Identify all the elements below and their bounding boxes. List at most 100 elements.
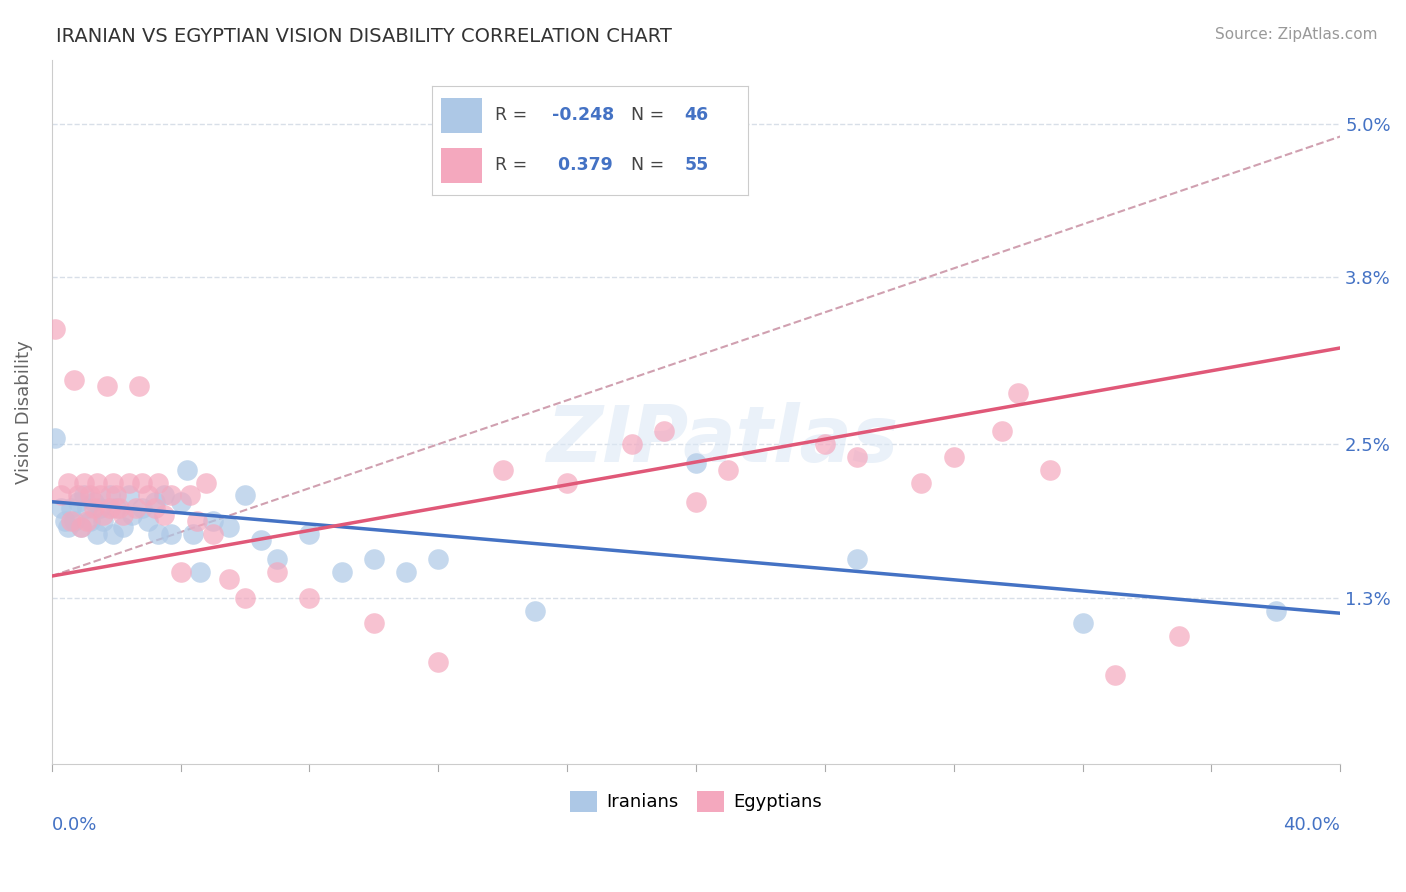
Point (153, 488, 176, 502)
Point (814, 437, 837, 451)
Point (363, 616, 385, 631)
Text: Source: ZipAtlas.com: Source: ZipAtlas.com (1215, 27, 1378, 42)
Point (1007, 385, 1029, 400)
Point (60, 514, 83, 528)
Text: ZIPatlas: ZIPatlas (546, 402, 898, 478)
Point (492, 463, 515, 477)
Point (73, 475, 96, 490)
Point (131, 475, 153, 490)
Point (66, 488, 89, 502)
Point (98, 488, 121, 502)
Text: 40.0%: 40.0% (1284, 815, 1340, 834)
Point (427, 552, 450, 566)
Point (179, 488, 201, 502)
Point (128, 379, 150, 393)
Point (63, 373, 86, 387)
Point (118, 488, 141, 502)
Point (86, 475, 108, 490)
Legend: Iranians, Egyptians: Iranians, Egyptians (564, 783, 830, 819)
Point (201, 526, 224, 541)
Point (330, 565, 353, 579)
Point (73, 488, 96, 502)
Point (51, 488, 73, 502)
Text: 0.0%: 0.0% (52, 815, 97, 834)
Point (1039, 463, 1062, 477)
Point (160, 488, 183, 502)
Point (233, 591, 256, 605)
Point (685, 456, 707, 470)
Point (427, 655, 450, 669)
Point (160, 526, 183, 541)
Point (111, 520, 134, 534)
Point (138, 488, 160, 502)
Point (188, 565, 211, 579)
Point (1168, 629, 1191, 643)
Point (233, 488, 256, 502)
Point (86, 526, 108, 541)
Point (105, 501, 128, 516)
Point (395, 565, 418, 579)
Point (56, 475, 79, 490)
Point (98, 501, 121, 516)
Point (266, 552, 288, 566)
Point (266, 565, 288, 579)
Point (685, 494, 707, 508)
Point (91, 514, 114, 528)
Point (652, 424, 675, 438)
Point (69, 520, 91, 534)
Point (717, 463, 740, 477)
Point (910, 475, 932, 490)
Point (143, 494, 166, 508)
Point (169, 494, 191, 508)
Point (79, 514, 101, 528)
Point (76, 514, 98, 528)
Point (991, 424, 1014, 438)
Point (44, 322, 66, 336)
Point (89, 501, 111, 516)
Point (250, 533, 273, 548)
Point (56, 520, 79, 534)
Point (121, 508, 143, 522)
Point (846, 552, 869, 566)
Point (523, 604, 546, 618)
Y-axis label: Vision Disability: Vision Disability (15, 340, 32, 483)
Point (131, 501, 153, 516)
Point (555, 475, 578, 490)
Point (1104, 667, 1126, 681)
Point (201, 514, 224, 528)
Point (118, 475, 141, 490)
Point (76, 501, 98, 516)
Point (138, 514, 160, 528)
Point (183, 526, 205, 541)
Point (101, 526, 124, 541)
Point (108, 501, 131, 516)
Point (146, 475, 169, 490)
Point (146, 526, 169, 541)
Point (101, 475, 124, 490)
Point (218, 520, 240, 534)
Point (51, 501, 73, 516)
Point (44, 431, 66, 445)
Point (96, 379, 118, 393)
Point (63, 514, 86, 528)
Point (60, 501, 83, 516)
Point (169, 565, 191, 579)
Point (218, 572, 240, 586)
Point (363, 552, 385, 566)
Point (153, 508, 176, 522)
Point (846, 450, 869, 464)
Point (79, 488, 101, 502)
Point (195, 475, 218, 490)
Point (942, 450, 965, 464)
Point (143, 501, 166, 516)
Point (1071, 616, 1094, 631)
Point (298, 526, 321, 541)
Point (89, 488, 111, 502)
Point (124, 501, 146, 516)
Point (66, 494, 89, 508)
Point (83, 494, 105, 508)
Point (186, 514, 208, 528)
Point (298, 591, 321, 605)
Point (53, 514, 76, 528)
Point (69, 520, 91, 534)
